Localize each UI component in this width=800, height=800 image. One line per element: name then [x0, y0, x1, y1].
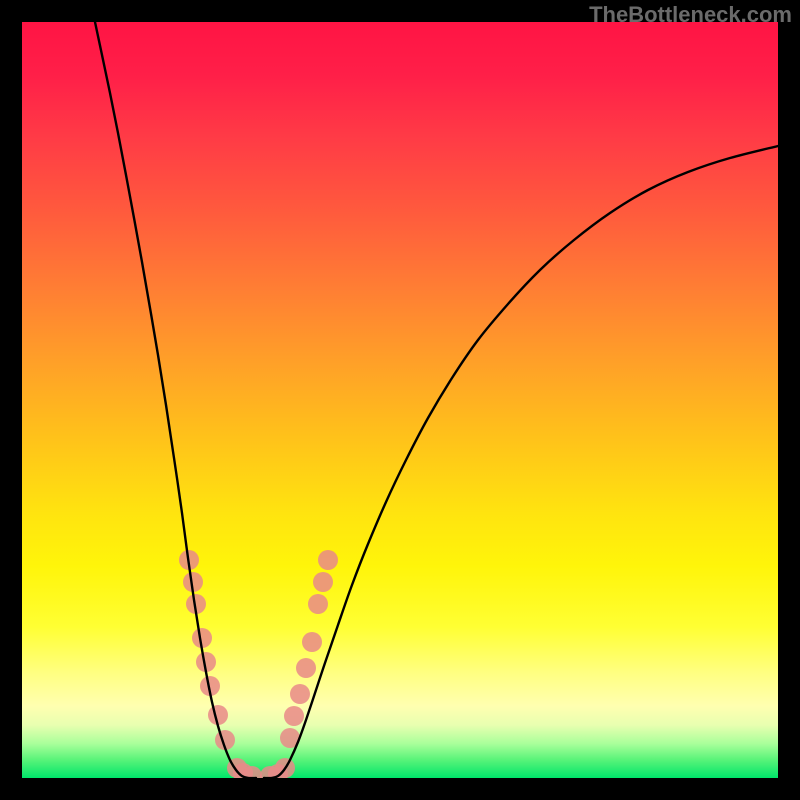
marker-right	[302, 632, 322, 652]
marker-right	[308, 594, 328, 614]
chart-container: TheBottleneck.com	[0, 0, 800, 800]
marker-right	[290, 684, 310, 704]
bottleneck-curve-right	[264, 146, 778, 778]
marker-right	[284, 706, 304, 726]
chart-plot	[0, 0, 800, 800]
attribution-text: TheBottleneck.com	[589, 2, 792, 28]
bottleneck-curve-left	[95, 22, 256, 778]
marker-right	[313, 572, 333, 592]
marker-right	[318, 550, 338, 570]
marker-right	[296, 658, 316, 678]
marker-left	[242, 766, 262, 786]
